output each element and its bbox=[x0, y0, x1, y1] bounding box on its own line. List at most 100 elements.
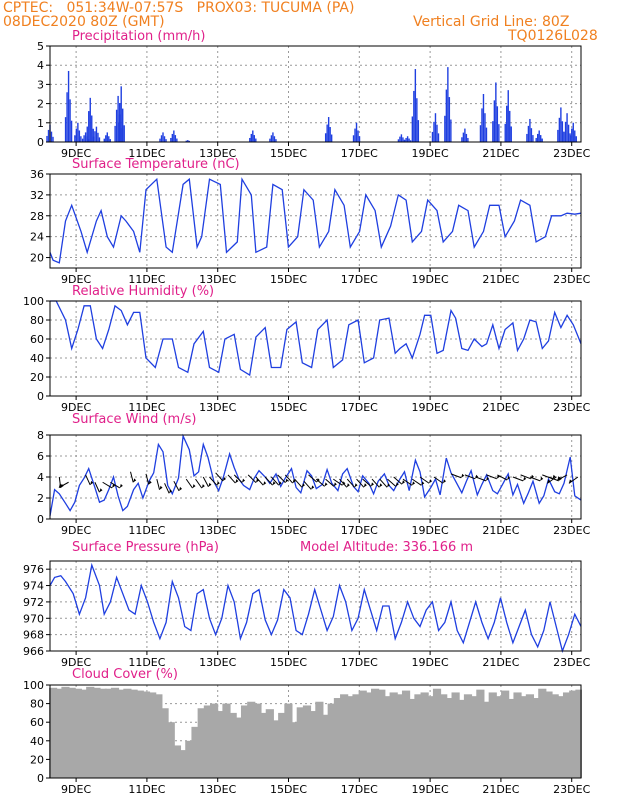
precip-bar bbox=[88, 111, 90, 142]
y-tick-label: 40 bbox=[30, 352, 44, 365]
y-tick-label: 100 bbox=[23, 295, 44, 308]
precip-bar bbox=[275, 139, 277, 142]
precip-bar bbox=[83, 135, 85, 142]
series-line bbox=[50, 300, 582, 377]
x-tick-label: 13DEC bbox=[199, 273, 236, 286]
series-line bbox=[49, 177, 582, 264]
precip-bar bbox=[564, 121, 567, 142]
cloud-bar bbox=[538, 688, 547, 778]
x-tick-label: 17DEC bbox=[341, 656, 378, 669]
precip-bar bbox=[163, 136, 166, 142]
wind-vector bbox=[529, 476, 541, 482]
x-tick-label: 9DEC bbox=[61, 147, 91, 160]
cloud-bar bbox=[544, 691, 553, 778]
x-tick-label: 17DEC bbox=[341, 401, 378, 414]
precip-bar bbox=[569, 135, 571, 142]
precip-bar bbox=[492, 121, 494, 142]
precip-bar bbox=[188, 140, 190, 142]
y-tick-label: 966 bbox=[23, 645, 44, 658]
precip-bar bbox=[448, 97, 451, 142]
precip-bar bbox=[462, 132, 465, 142]
wind-vector bbox=[202, 476, 209, 487]
wind-arrowhead bbox=[112, 483, 116, 488]
wind-vector bbox=[464, 474, 476, 480]
precip-bar bbox=[64, 117, 67, 142]
cloud-bar bbox=[247, 701, 256, 778]
wind-arrowhead bbox=[272, 481, 276, 486]
cloud-bar bbox=[228, 712, 237, 778]
precip-bar bbox=[434, 113, 437, 142]
precip-bar bbox=[541, 138, 543, 142]
precip-bar bbox=[47, 129, 50, 142]
x-tick-label: 13DEC bbox=[199, 783, 236, 796]
y-tick-label: 20 bbox=[30, 371, 44, 384]
x-tick-label: 11DEC bbox=[128, 147, 165, 160]
precip-bar bbox=[162, 132, 164, 142]
wind-arrowhead bbox=[285, 478, 289, 483]
precip-bar bbox=[67, 70, 70, 142]
precip-bar bbox=[109, 139, 111, 142]
precip-bar bbox=[66, 92, 68, 142]
cloud-bar bbox=[519, 696, 528, 778]
wind-vector bbox=[294, 478, 303, 488]
wind-vector bbox=[102, 481, 113, 489]
cloud-bar bbox=[482, 701, 491, 778]
cloud-bar bbox=[265, 709, 274, 778]
x-tick-label: 23DEC bbox=[553, 783, 590, 796]
precip-bar bbox=[417, 120, 420, 142]
x-tick-label: 9DEC bbox=[61, 273, 91, 286]
wind-vector bbox=[164, 483, 170, 494]
wind-arrowhead bbox=[90, 480, 94, 485]
wind-arrowhead bbox=[255, 478, 259, 483]
precip-bar bbox=[117, 95, 119, 142]
wind-vector bbox=[173, 480, 180, 492]
wind-vector bbox=[356, 478, 365, 488]
precip-bar bbox=[74, 135, 76, 142]
precip-bar bbox=[91, 115, 93, 142]
precip-bar bbox=[399, 136, 401, 142]
precip-bar bbox=[329, 127, 331, 142]
wind-arrowhead bbox=[316, 478, 320, 483]
wind-vector bbox=[333, 478, 343, 486]
cloud-bar bbox=[117, 689, 126, 778]
cloud-bar bbox=[364, 692, 374, 778]
wind-vector bbox=[411, 478, 422, 486]
panel-title: Precipitation (mm/h) bbox=[72, 29, 205, 44]
precip-bar bbox=[117, 122, 119, 142]
x-tick-label: 19DEC bbox=[412, 147, 449, 160]
cloud-bar bbox=[494, 696, 504, 778]
cloud-bar bbox=[327, 703, 336, 778]
precip-bar bbox=[355, 122, 358, 142]
wind-arrowhead bbox=[192, 484, 196, 489]
precip-bar bbox=[115, 109, 118, 142]
cloud-bar bbox=[259, 712, 268, 778]
precip-bar bbox=[330, 134, 333, 142]
y-tick-label: 1 bbox=[37, 117, 44, 130]
x-tick-label: 11DEC bbox=[128, 656, 165, 669]
wind-vector bbox=[145, 473, 150, 485]
precip-bar bbox=[165, 139, 167, 142]
cloud-bar bbox=[197, 708, 206, 778]
cloud-bar bbox=[321, 714, 330, 778]
y-tick-label: 100 bbox=[23, 679, 44, 692]
precip-bar bbox=[75, 128, 78, 142]
x-tick-label: 9DEC bbox=[61, 783, 91, 796]
precip-bar bbox=[354, 128, 356, 142]
precip-bar bbox=[174, 135, 177, 142]
y-tick-label: 20 bbox=[30, 753, 44, 766]
wind-vector bbox=[233, 474, 243, 484]
series-line bbox=[49, 433, 582, 517]
cloud-bar bbox=[389, 692, 398, 778]
cloud-bar bbox=[284, 703, 293, 778]
precip-bar bbox=[94, 131, 96, 142]
cloud-bar bbox=[92, 687, 101, 778]
wind-vector bbox=[371, 478, 380, 488]
precip-bar bbox=[558, 117, 561, 142]
y-tick-label: 24 bbox=[30, 231, 44, 244]
precip-bar bbox=[484, 113, 486, 142]
x-tick-label: 17DEC bbox=[341, 524, 378, 537]
precip-bar bbox=[103, 138, 105, 142]
wind-arrowhead bbox=[429, 479, 433, 484]
precip-bar bbox=[327, 117, 330, 142]
precip-bar bbox=[70, 120, 73, 142]
